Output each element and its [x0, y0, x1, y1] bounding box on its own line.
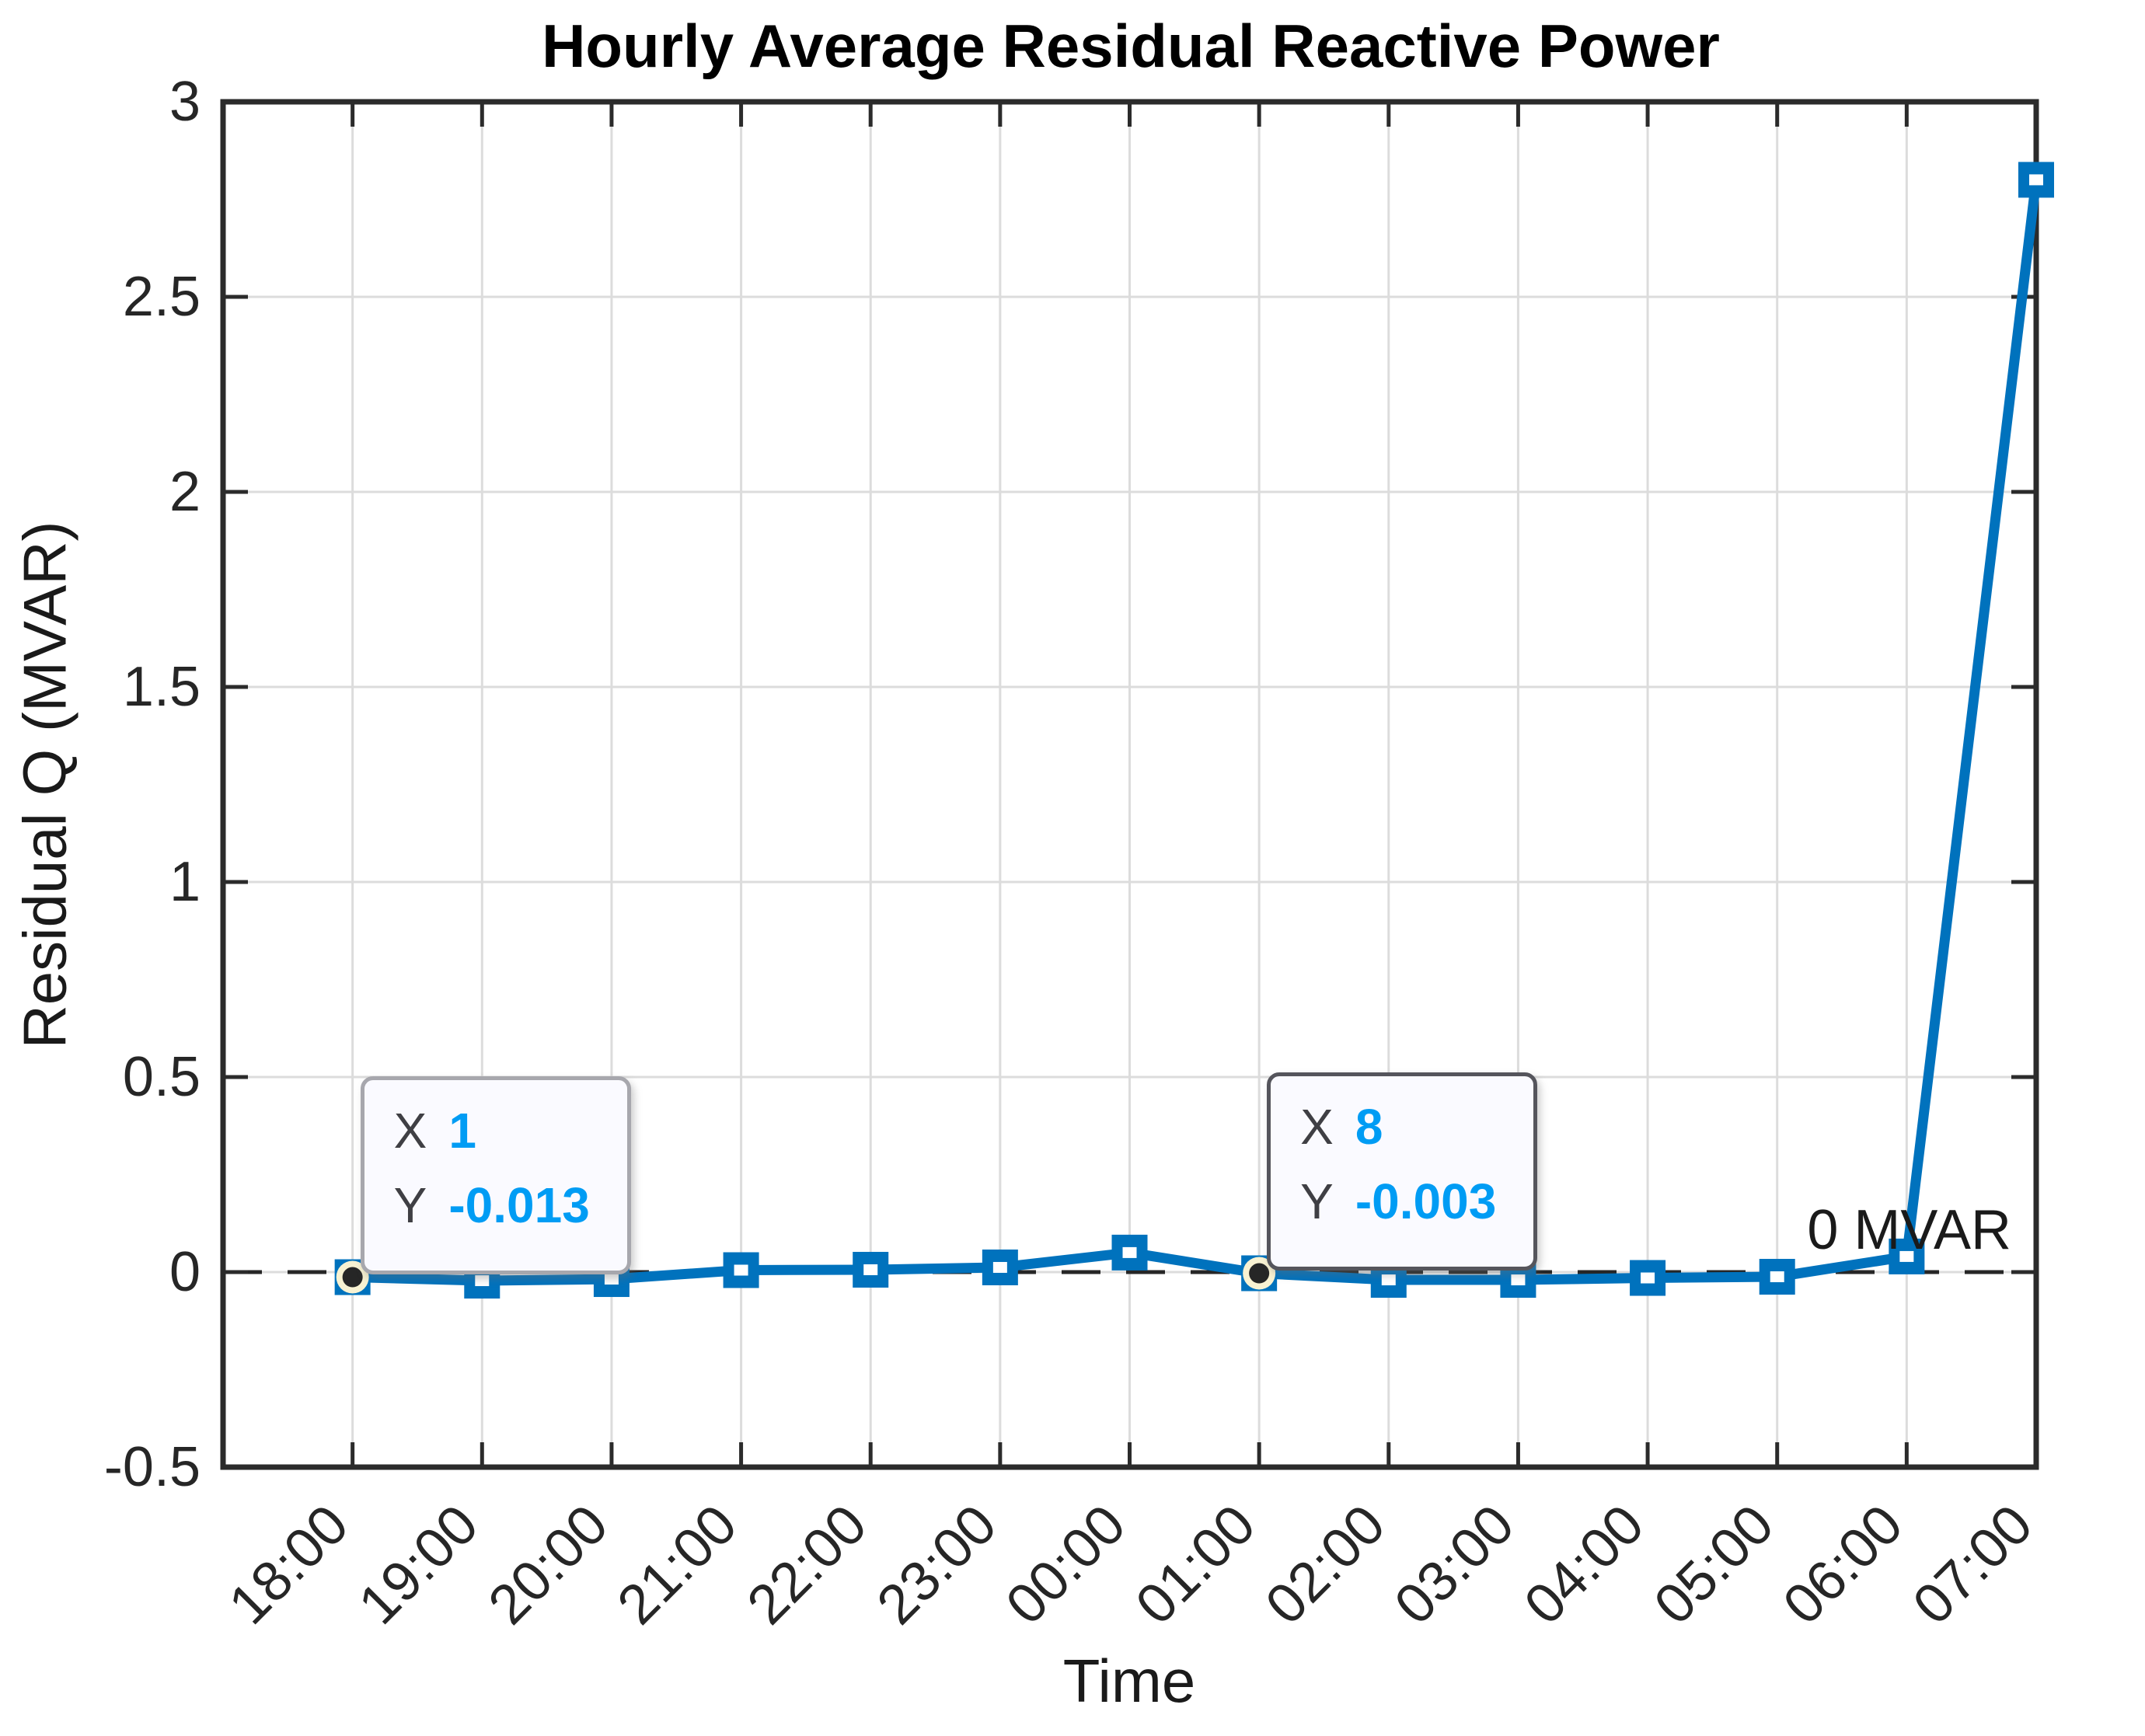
datatip-axis-letter: Y [1300, 1173, 1334, 1229]
y-axis-label: Residual Q (MVAR) [10, 521, 79, 1049]
data-marker-center [1122, 1246, 1137, 1258]
y-tick-label: 2.5 [122, 266, 201, 328]
y-tick-label: 0 [169, 1241, 201, 1303]
datatip-axis-letter: X [393, 1102, 427, 1159]
datatip-box[interactable]: X 1 Y -0.013 [360, 1075, 631, 1274]
datatip-box[interactable]: X 8 Y -0.003 [1267, 1072, 1538, 1271]
data-marker-center [734, 1264, 748, 1276]
y-tick-label: 1.5 [122, 656, 201, 718]
y-tick-label: -0.5 [103, 1436, 201, 1498]
datatip-axis-letter: X [1300, 1098, 1334, 1155]
data-marker-center [1511, 1274, 1526, 1286]
datatip-anchor[interactable] [1249, 1263, 1270, 1284]
data-marker-center [992, 1261, 1007, 1273]
data-marker-center [475, 1275, 490, 1287]
annotation-text: 0 MVAR [1807, 1199, 2012, 1262]
datatip-anchor[interactable] [342, 1267, 363, 1288]
x-axis-label: Time [1062, 1647, 1196, 1715]
datatip-row: Y -0.003 [1300, 1173, 1513, 1247]
data-marker-center [2029, 174, 2043, 186]
series-line [352, 179, 2042, 1286]
data-marker-center [1899, 1250, 1914, 1262]
data-marker-center [1770, 1271, 1784, 1283]
data-marker-center [604, 1274, 619, 1285]
datatip-value: -0.013 [448, 1177, 590, 1233]
datatip-value: -0.003 [1355, 1173, 1497, 1229]
datatip-row: Y -0.013 [394, 1177, 607, 1251]
datatip-value: 8 [1355, 1098, 1383, 1155]
data-marker-center [863, 1264, 878, 1275]
axes-box [220, 99, 2039, 1470]
y-tick-label: 2 [169, 461, 201, 523]
y-tick-label: 3 [169, 71, 201, 133]
datatip-axis-letter: Y [393, 1177, 427, 1233]
data-marker-center [1381, 1274, 1396, 1286]
datatip-value: 1 [448, 1102, 476, 1159]
y-tick-label: 1 [169, 851, 201, 913]
y-tick-label: 0.5 [122, 1046, 201, 1108]
data-marker-center [1641, 1272, 1655, 1284]
chart-title: Hourly Average Residual Reactive Power [542, 12, 1720, 80]
